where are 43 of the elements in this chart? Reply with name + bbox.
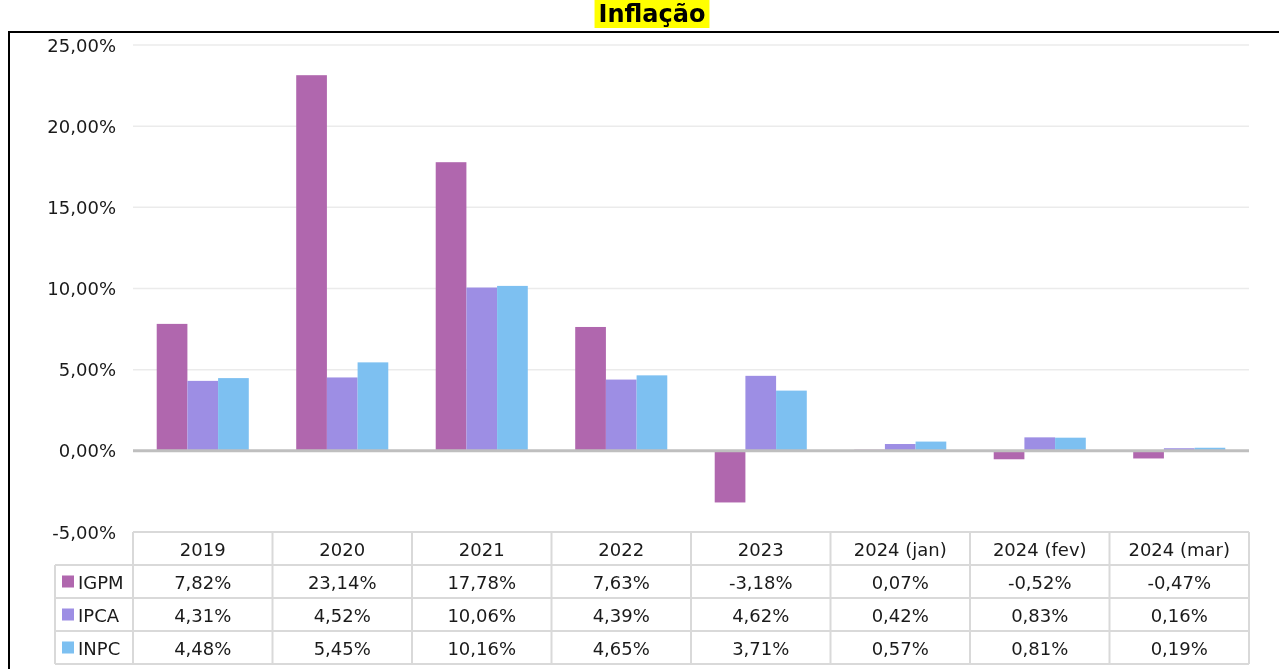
data-label: 0,83% [1011,605,1069,626]
y-tick-label: 10,00% [47,278,116,299]
x-tick-label: 2021 [458,539,505,560]
data-label: 0,57% [871,638,929,659]
data-label: -0,52% [1007,572,1072,593]
y-tick-label: 25,00% [47,34,116,56]
y-tick-label: 5,00% [58,359,116,381]
legend-label: IPCA [78,605,120,626]
data-label: 10,16% [447,638,517,659]
x-tick-label: 2024 (jan) [853,539,947,560]
x-tick-label: 2022 [598,539,645,560]
data-label: 0,07% [871,572,929,593]
data-label: 10,06% [447,605,517,626]
legend-label: IGPM [78,572,124,593]
x-tick-label: 2019 [179,539,226,560]
data-label: 4,48% [174,638,232,659]
data-label: 0,42% [871,605,929,626]
y-tick-label: 20,00% [47,115,116,137]
data-label: 23,14% [307,572,377,593]
y-tick-label: -5,00% [52,521,116,543]
data-label: 4,65% [592,638,650,659]
data-label: 0,19% [1150,638,1208,659]
x-tick-label: 2024 (fev) [992,539,1087,560]
data-label: 4,31% [174,605,232,626]
legend-label: INPC [78,638,121,659]
data-label: 0,16% [1150,605,1208,626]
y-tick-label: 15,00% [47,196,116,218]
data-label: 4,52% [313,605,371,626]
data-label: 0,81% [1011,638,1069,659]
data-label: 7,82% [174,572,232,593]
x-tick-label: 2023 [737,539,784,560]
x-tick-label: 2024 (mar) [1128,539,1231,560]
data-label: 5,45% [313,638,371,659]
data-label: 7,63% [592,572,650,593]
data-label: 4,62% [732,605,790,626]
data-label: -0,47% [1147,572,1212,593]
data-label: -3,18% [728,572,793,593]
chart-title: Inflação [598,0,706,28]
data-label: 3,71% [732,638,790,659]
y-tick-label: 0,00% [58,440,116,462]
data-label: 17,78% [447,572,517,593]
data-label: 4,39% [592,605,650,626]
x-tick-label: 2020 [319,539,366,560]
